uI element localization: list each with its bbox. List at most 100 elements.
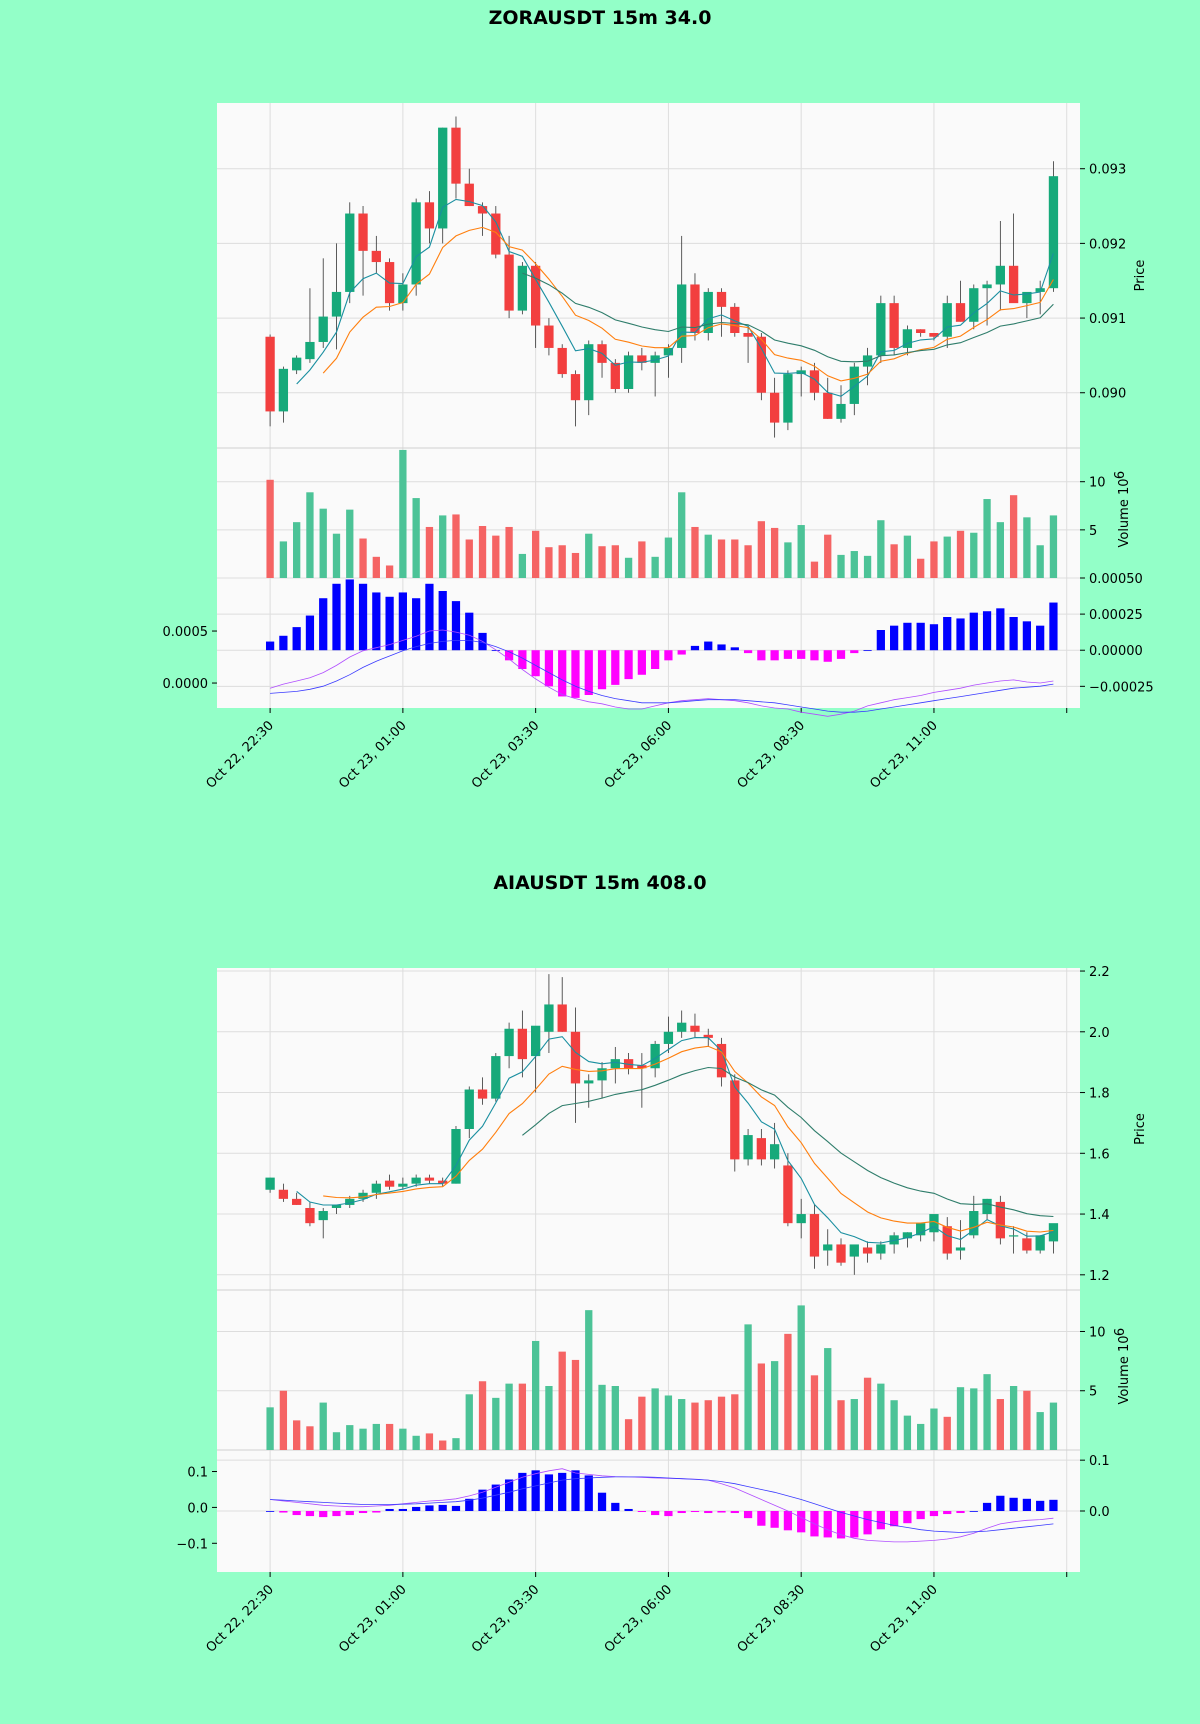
candle-body xyxy=(849,1244,859,1257)
macd-histogram-bar xyxy=(611,650,620,685)
candle-body xyxy=(331,291,342,317)
ema-fast-line xyxy=(296,1036,1054,1244)
candle-body xyxy=(345,213,355,292)
macd-histogram-bar xyxy=(345,579,354,651)
candle-body xyxy=(517,265,528,311)
candle-body xyxy=(756,1138,767,1160)
volume-bar xyxy=(824,534,832,578)
macd-histogram-bar xyxy=(690,1511,700,1513)
candle-body xyxy=(278,368,289,412)
candle-body xyxy=(969,1211,979,1236)
macd-histogram-bar xyxy=(836,650,846,659)
candle-body xyxy=(716,1043,727,1078)
volume-bar xyxy=(412,498,420,578)
macd-histogram-bar xyxy=(372,1511,381,1513)
candle-body xyxy=(1035,288,1045,292)
volume-bar xyxy=(956,530,965,578)
volume-bar xyxy=(505,526,513,578)
macd-histogram-bar xyxy=(265,641,275,651)
price-tick-label: 1.4 xyxy=(1089,1208,1110,1223)
macd-histogram-bar xyxy=(651,1511,660,1516)
volume-bar xyxy=(465,1394,473,1450)
candle-body xyxy=(331,1204,342,1208)
chart-title: ZORAUSDT 15m 34.0 xyxy=(489,7,712,29)
macd-tick-label-right: 0.00025 xyxy=(1089,608,1143,623)
candle-body xyxy=(530,265,541,326)
volume-bar xyxy=(518,553,527,578)
volume-bar xyxy=(678,492,686,578)
volume-bar xyxy=(332,533,341,578)
volume-bar xyxy=(877,1383,885,1450)
macd-histogram-bar xyxy=(279,1511,288,1513)
macd-tick-label-right: 0.1 xyxy=(1089,1454,1110,1469)
macd-histogram-bar xyxy=(425,583,434,651)
macd-histogram-bar xyxy=(558,1472,567,1511)
candle-body xyxy=(451,127,461,184)
volume-bar xyxy=(293,1420,301,1450)
candle-body xyxy=(265,336,275,412)
macd-histogram-bar xyxy=(863,650,872,652)
macd-histogram-bar xyxy=(929,1511,939,1517)
macd-histogram-bar xyxy=(332,1511,341,1517)
macd-histogram-bar xyxy=(465,1498,474,1511)
volume-bar xyxy=(930,541,938,578)
macd-tick-label-right: 0.00000 xyxy=(1089,644,1143,659)
price-tick-label: 0.090 xyxy=(1089,387,1126,402)
volume-bar xyxy=(638,541,646,578)
macd-histogram-bar xyxy=(451,601,461,651)
volume-bar xyxy=(784,1333,792,1450)
volume-bar xyxy=(478,1381,487,1450)
volume-bar xyxy=(850,1399,858,1450)
macd-histogram-bar xyxy=(332,583,341,651)
candle-body xyxy=(942,303,952,337)
volume-bar xyxy=(903,535,912,578)
price-tick-label: 0.092 xyxy=(1089,237,1126,252)
signal-line xyxy=(270,1476,1054,1533)
candle-body xyxy=(570,1031,581,1084)
candle-body xyxy=(862,1247,873,1254)
macd-histogram-bar xyxy=(717,644,726,651)
volume-bar xyxy=(492,535,500,578)
candle-body xyxy=(783,1165,793,1224)
macd-histogram-bar xyxy=(637,650,646,675)
candle-body xyxy=(876,303,886,356)
macd-tick-label-right: −0.00025 xyxy=(1089,680,1154,695)
price-tick-label: 0.093 xyxy=(1089,163,1126,178)
macd-histogram-bar xyxy=(558,650,567,697)
volume-bar xyxy=(492,1397,500,1450)
volume-bar xyxy=(306,492,314,578)
volume-bar xyxy=(996,522,1004,578)
candle-body xyxy=(597,1068,607,1081)
x-tick-label: Oct 23, 11:00 xyxy=(867,1582,940,1655)
macd-histogram-bar xyxy=(757,650,766,661)
macd-histogram-bar xyxy=(982,611,992,651)
macd-histogram-bar xyxy=(969,612,978,651)
candle-body xyxy=(1048,176,1059,289)
volume-bar xyxy=(678,1399,686,1450)
macd-histogram-bar xyxy=(783,1511,793,1531)
volume-bar xyxy=(372,1423,380,1450)
candle-body xyxy=(690,1025,700,1032)
macd-histogram-bar xyxy=(345,1511,354,1516)
candle-body xyxy=(305,341,315,360)
volume-bar xyxy=(571,1359,580,1450)
volume-bar xyxy=(983,1374,991,1450)
candle-body xyxy=(836,1244,846,1263)
candle-body xyxy=(491,213,501,255)
volume-bar xyxy=(797,1305,805,1450)
macd-histogram-bar xyxy=(677,650,686,655)
candle-body xyxy=(610,1059,620,1069)
volume-bar xyxy=(319,1402,327,1450)
volume-bar xyxy=(731,1394,739,1450)
candle-body xyxy=(663,1031,674,1044)
macd-histogram-bar xyxy=(358,1511,368,1514)
candle-body xyxy=(358,1192,368,1199)
volume-bar xyxy=(890,1400,898,1450)
volume-bar xyxy=(810,1375,819,1450)
volume-tick-label: 5 xyxy=(1089,524,1097,539)
candle-body xyxy=(690,284,700,333)
volume-bar xyxy=(996,1399,1004,1450)
volume-bar xyxy=(744,545,752,578)
volume-bar xyxy=(691,526,699,578)
volume-bar xyxy=(545,1386,553,1450)
